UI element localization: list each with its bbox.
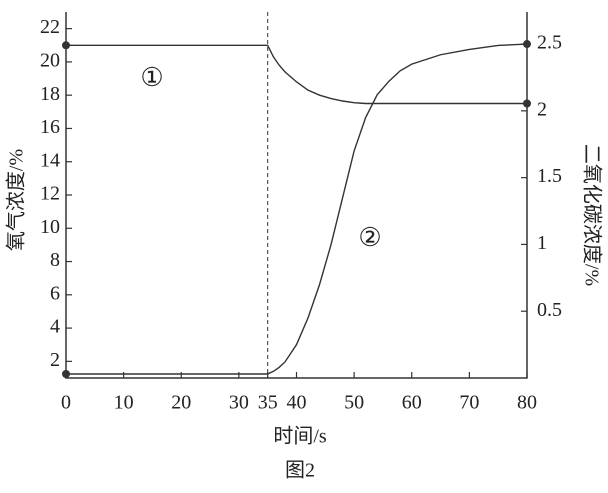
x-tick-label: 70 <box>459 392 479 414</box>
y-tick-label: 12 <box>40 183 60 205</box>
y-tick-label: 14 <box>40 149 60 171</box>
y-tick-label: 2 <box>50 349 60 371</box>
y2-axis-label: 二氧化碳浓度/% <box>580 144 603 286</box>
series-label: ② <box>358 223 381 252</box>
x-tick-label: 10 <box>114 392 134 414</box>
series-label: ① <box>140 63 163 92</box>
y2-tick-label: 1.5 <box>537 165 562 187</box>
y-tick-label: 20 <box>40 50 60 72</box>
x-tick-label: 60 <box>402 392 422 414</box>
chart-title: 图2 <box>285 460 315 482</box>
x-tick-label: 35 <box>258 392 278 414</box>
x-tick-label: 0 <box>61 392 71 414</box>
end-point <box>62 369 70 378</box>
y-tick-label: 4 <box>50 316 60 338</box>
y-tick-label: 18 <box>40 83 60 105</box>
end-point <box>523 99 531 108</box>
y-axis-label: 氧气浓度/% <box>5 149 28 251</box>
x-tick-label: 40 <box>287 392 307 414</box>
x-tick-label: 30 <box>229 392 249 414</box>
x-axis-label: 时间/s <box>273 425 327 448</box>
end-point <box>62 41 70 50</box>
y-tick-label: 8 <box>50 249 60 271</box>
y-tick-label: 6 <box>50 282 60 304</box>
y2-tick-label: 1 <box>537 232 547 254</box>
y2-tick-label: 2.5 <box>537 32 562 54</box>
series-line <box>66 43 528 375</box>
y2-tick-label: 0.5 <box>537 299 562 321</box>
x-tick-label: 20 <box>171 392 191 414</box>
end-point <box>523 40 531 49</box>
y-tick-label: 22 <box>40 16 60 38</box>
y-tick-label: 10 <box>40 216 60 238</box>
series-line <box>66 44 527 105</box>
y-tick-label: 16 <box>40 116 60 138</box>
y2-tick-label: 2 <box>537 98 547 120</box>
axes <box>65 12 528 379</box>
x-tick-label: 80 <box>517 392 537 414</box>
x-tick-label: 50 <box>344 392 364 414</box>
